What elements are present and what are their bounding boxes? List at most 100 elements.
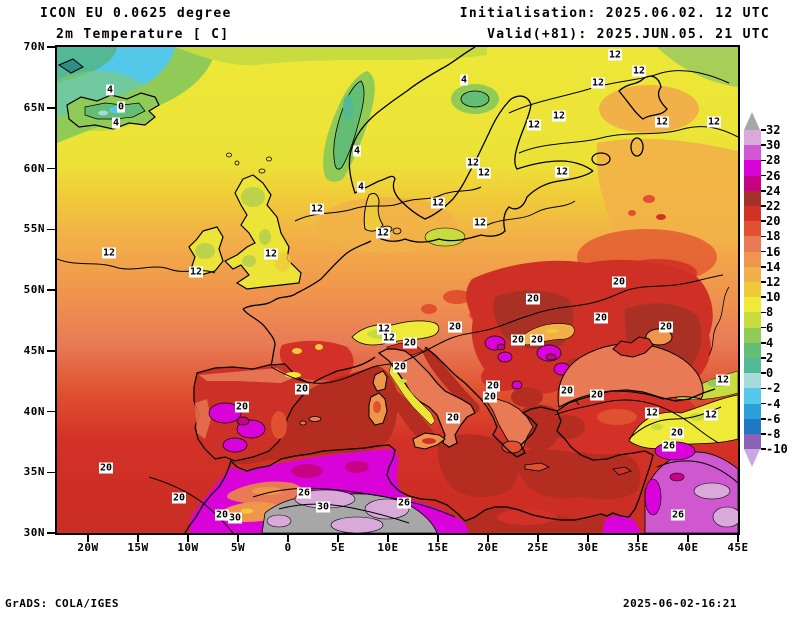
initialisation-time: Initialisation: 2025.06.02. 12 UTC (459, 6, 770, 21)
colorbar-tick-mark (761, 418, 766, 420)
lon-tick-label: 20W (77, 541, 99, 554)
coastlines-layer (184, 47, 730, 533)
contour-label: 12 (715, 374, 731, 386)
contour-label: 12 (554, 166, 570, 178)
contour-label: 12 (381, 332, 397, 344)
lon-tick-mark (637, 535, 639, 542)
colorbar-segment (744, 388, 761, 404)
colorbar-tick-mark (761, 220, 766, 222)
contour-label: 26 (670, 509, 686, 521)
contour-label: 30 (315, 501, 331, 513)
contour-label: 12 (472, 217, 488, 229)
colorbar-tick-label: -4 (766, 396, 781, 411)
contour-label: 4 (352, 145, 362, 157)
contour-label: 20 (392, 361, 408, 373)
colorbar-tick-label: 20 (766, 214, 781, 229)
colorbar-tick-mark (761, 357, 766, 359)
lon-tick-mark (337, 535, 339, 542)
contour-label: 20 (485, 380, 501, 392)
contour-label: 20 (402, 337, 418, 349)
colorbar-segment (744, 297, 761, 313)
lon-tick-label: 40E (677, 541, 699, 554)
lat-tick-label: 40N (23, 404, 45, 418)
contour-label: 12 (526, 119, 542, 131)
lon-tick-mark (237, 535, 239, 542)
lon-tick-label: 5W (230, 541, 246, 554)
colorbar-tick-mark (761, 402, 766, 405)
contour-label: 4 (105, 84, 115, 96)
colorbar-segment (744, 145, 761, 161)
colorbar-segment (744, 206, 761, 222)
contour-label: 12 (551, 110, 567, 122)
colorbar-tick-label: 24 (766, 183, 781, 198)
contour-label: 0 (116, 101, 126, 113)
lon-tick-mark (537, 535, 539, 542)
contour-label: 20 (214, 509, 230, 521)
colorbar-tick-mark (761, 433, 766, 435)
contour-label: 30 (227, 512, 243, 524)
lat-tick-label: 30N (23, 526, 45, 539)
contour-label: 20 (611, 276, 627, 288)
colorbar-segment (744, 418, 761, 434)
lat-tick-mark (47, 167, 55, 170)
colorbar-tick-label: 16 (766, 244, 781, 259)
grads-credit: GrADS: COLA/IGES (5, 597, 119, 610)
contour-label: 20 (447, 321, 463, 333)
colorbar-tick-label: 0 (766, 366, 774, 381)
colorbar-segment (744, 373, 761, 389)
lon-tick-label: 15E (427, 541, 449, 554)
colorbar-under-arrow (744, 449, 760, 468)
iceland-layer (57, 71, 160, 131)
contour-label: 12 (188, 266, 204, 278)
colorbar-tick-label: 4 (766, 335, 774, 350)
contour-label: 12 (644, 407, 660, 419)
colorbar-tick-label: 18 (766, 229, 781, 244)
contour-label: 20 (593, 312, 609, 324)
colorbar-tick-mark (761, 311, 766, 314)
contour-label: 20 (98, 462, 114, 474)
contour-label: 20 (559, 385, 575, 397)
colorbar-tick-label: 6 (766, 320, 774, 335)
lat-tick-label: 45N (23, 343, 45, 357)
colorbar-tick-label: 26 (766, 168, 781, 183)
lat-tick-label: 70N (23, 40, 45, 53)
colorbar-tick-mark (761, 342, 766, 344)
contour-label: 20 (294, 383, 310, 395)
colorbar-tick-mark (761, 144, 766, 146)
contour-label: 20 (589, 389, 605, 401)
contour-label: 26 (661, 440, 677, 452)
scandinavia-cold-layer (323, 71, 499, 247)
lat-tick-mark (47, 350, 55, 352)
contour-label: 12 (465, 157, 481, 169)
lon-tick-mark (137, 535, 139, 542)
lat-tick-label: 55N (23, 222, 45, 236)
contour-label: 20 (171, 492, 187, 504)
lon-tick-mark (737, 535, 739, 542)
colorbar-tick-mark (761, 129, 766, 131)
lat-tick-label: 60N (23, 161, 45, 175)
colorbar-tick-label: 28 (766, 153, 781, 168)
lon-tick-mark (437, 535, 439, 542)
lon-tick-label: 30E (577, 541, 599, 554)
colorbar-segment (744, 434, 761, 450)
colorbar-tick-mark (761, 281, 766, 283)
colorbar-segment (744, 251, 761, 267)
colorbar-tick-label: 22 (766, 199, 781, 213)
lon-tick-label: 10W (177, 541, 199, 554)
colorbar-tick-mark (761, 296, 766, 298)
colorbar-tick-mark (761, 190, 766, 192)
contour-label: 12 (376, 323, 392, 335)
colorbar-tick-label: 14 (766, 259, 781, 274)
lat-tick-mark (47, 228, 55, 230)
colorbar-tick-mark (761, 326, 766, 329)
contour-label: 26 (396, 497, 412, 509)
colorbar-segment (744, 403, 761, 419)
contour-label: 20 (510, 334, 526, 346)
colorbar-tick-label: 32 (766, 123, 781, 137)
colorbar-segment (744, 236, 761, 252)
lat-tick-label: 65N (23, 100, 45, 114)
contour-label: 12 (101, 247, 117, 259)
contour-label: 12 (607, 49, 623, 61)
colorbar-segment (744, 327, 761, 343)
